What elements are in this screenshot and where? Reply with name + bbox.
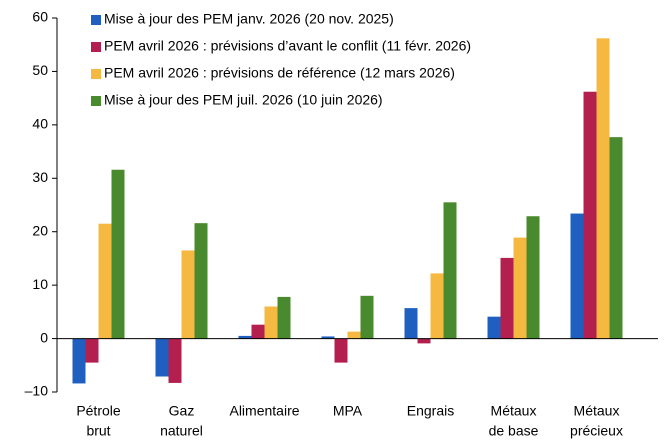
bar [430,273,444,339]
bar [264,306,278,339]
x-tick-label: MPA [333,403,363,419]
x-tick-label: naturel [160,423,203,439]
x-tick-label: de base [489,423,539,439]
bar [155,338,169,377]
y-tick-label: 20 [32,222,48,238]
y-tick-label: 50 [32,62,48,78]
bar [360,295,374,339]
bar [609,137,623,339]
bar [583,91,597,339]
bar [321,336,335,339]
bar [181,250,195,339]
bar [85,338,99,363]
legend-label: Mise à jour des PEM juil. 2026 (10 juin … [104,92,383,108]
bar [404,308,418,339]
bar [513,237,527,339]
x-tick-label: Pétrole [76,403,121,419]
bar [570,213,584,339]
legend-label: PEM avril 2026 : prévisions d’avant le c… [104,38,471,54]
bar [500,257,514,339]
legend-swatch [91,15,101,25]
legend-swatch [91,69,101,79]
bar [238,335,252,339]
legend-swatch [91,96,101,106]
bar [72,338,86,384]
bar [596,38,610,339]
y-tick-label: –10 [25,383,49,399]
bar [98,223,112,339]
x-tick-label: Gaz [169,403,195,419]
bar [251,324,265,339]
x-tick-label: Métaux [574,403,620,419]
bar [194,223,208,339]
legend-label: Mise à jour des PEM janv. 2026 (20 nov. … [104,11,394,27]
x-tick-label: Alimentaire [229,403,299,419]
x-tick-label: Métaux [491,403,537,419]
bar [347,331,361,339]
bar [443,202,457,339]
bar [417,338,431,344]
bar [334,338,348,363]
bar [168,338,182,383]
y-tick-label: 40 [32,116,48,132]
legend-label: PEM avril 2026 : prévisions de référence… [104,65,455,81]
y-tick-label: 30 [32,169,48,185]
x-tick-label: précieux [570,423,623,439]
bar [487,316,501,339]
bar [526,216,540,339]
bar [111,169,125,339]
y-tick-label: 0 [40,329,48,345]
bar [277,296,291,339]
legend-swatch [91,42,101,52]
x-tick-label: Engrais [407,403,454,419]
y-tick-label: 60 [32,9,48,25]
x-tick-label: brut [86,423,110,439]
y-tick-label: 10 [32,276,48,292]
